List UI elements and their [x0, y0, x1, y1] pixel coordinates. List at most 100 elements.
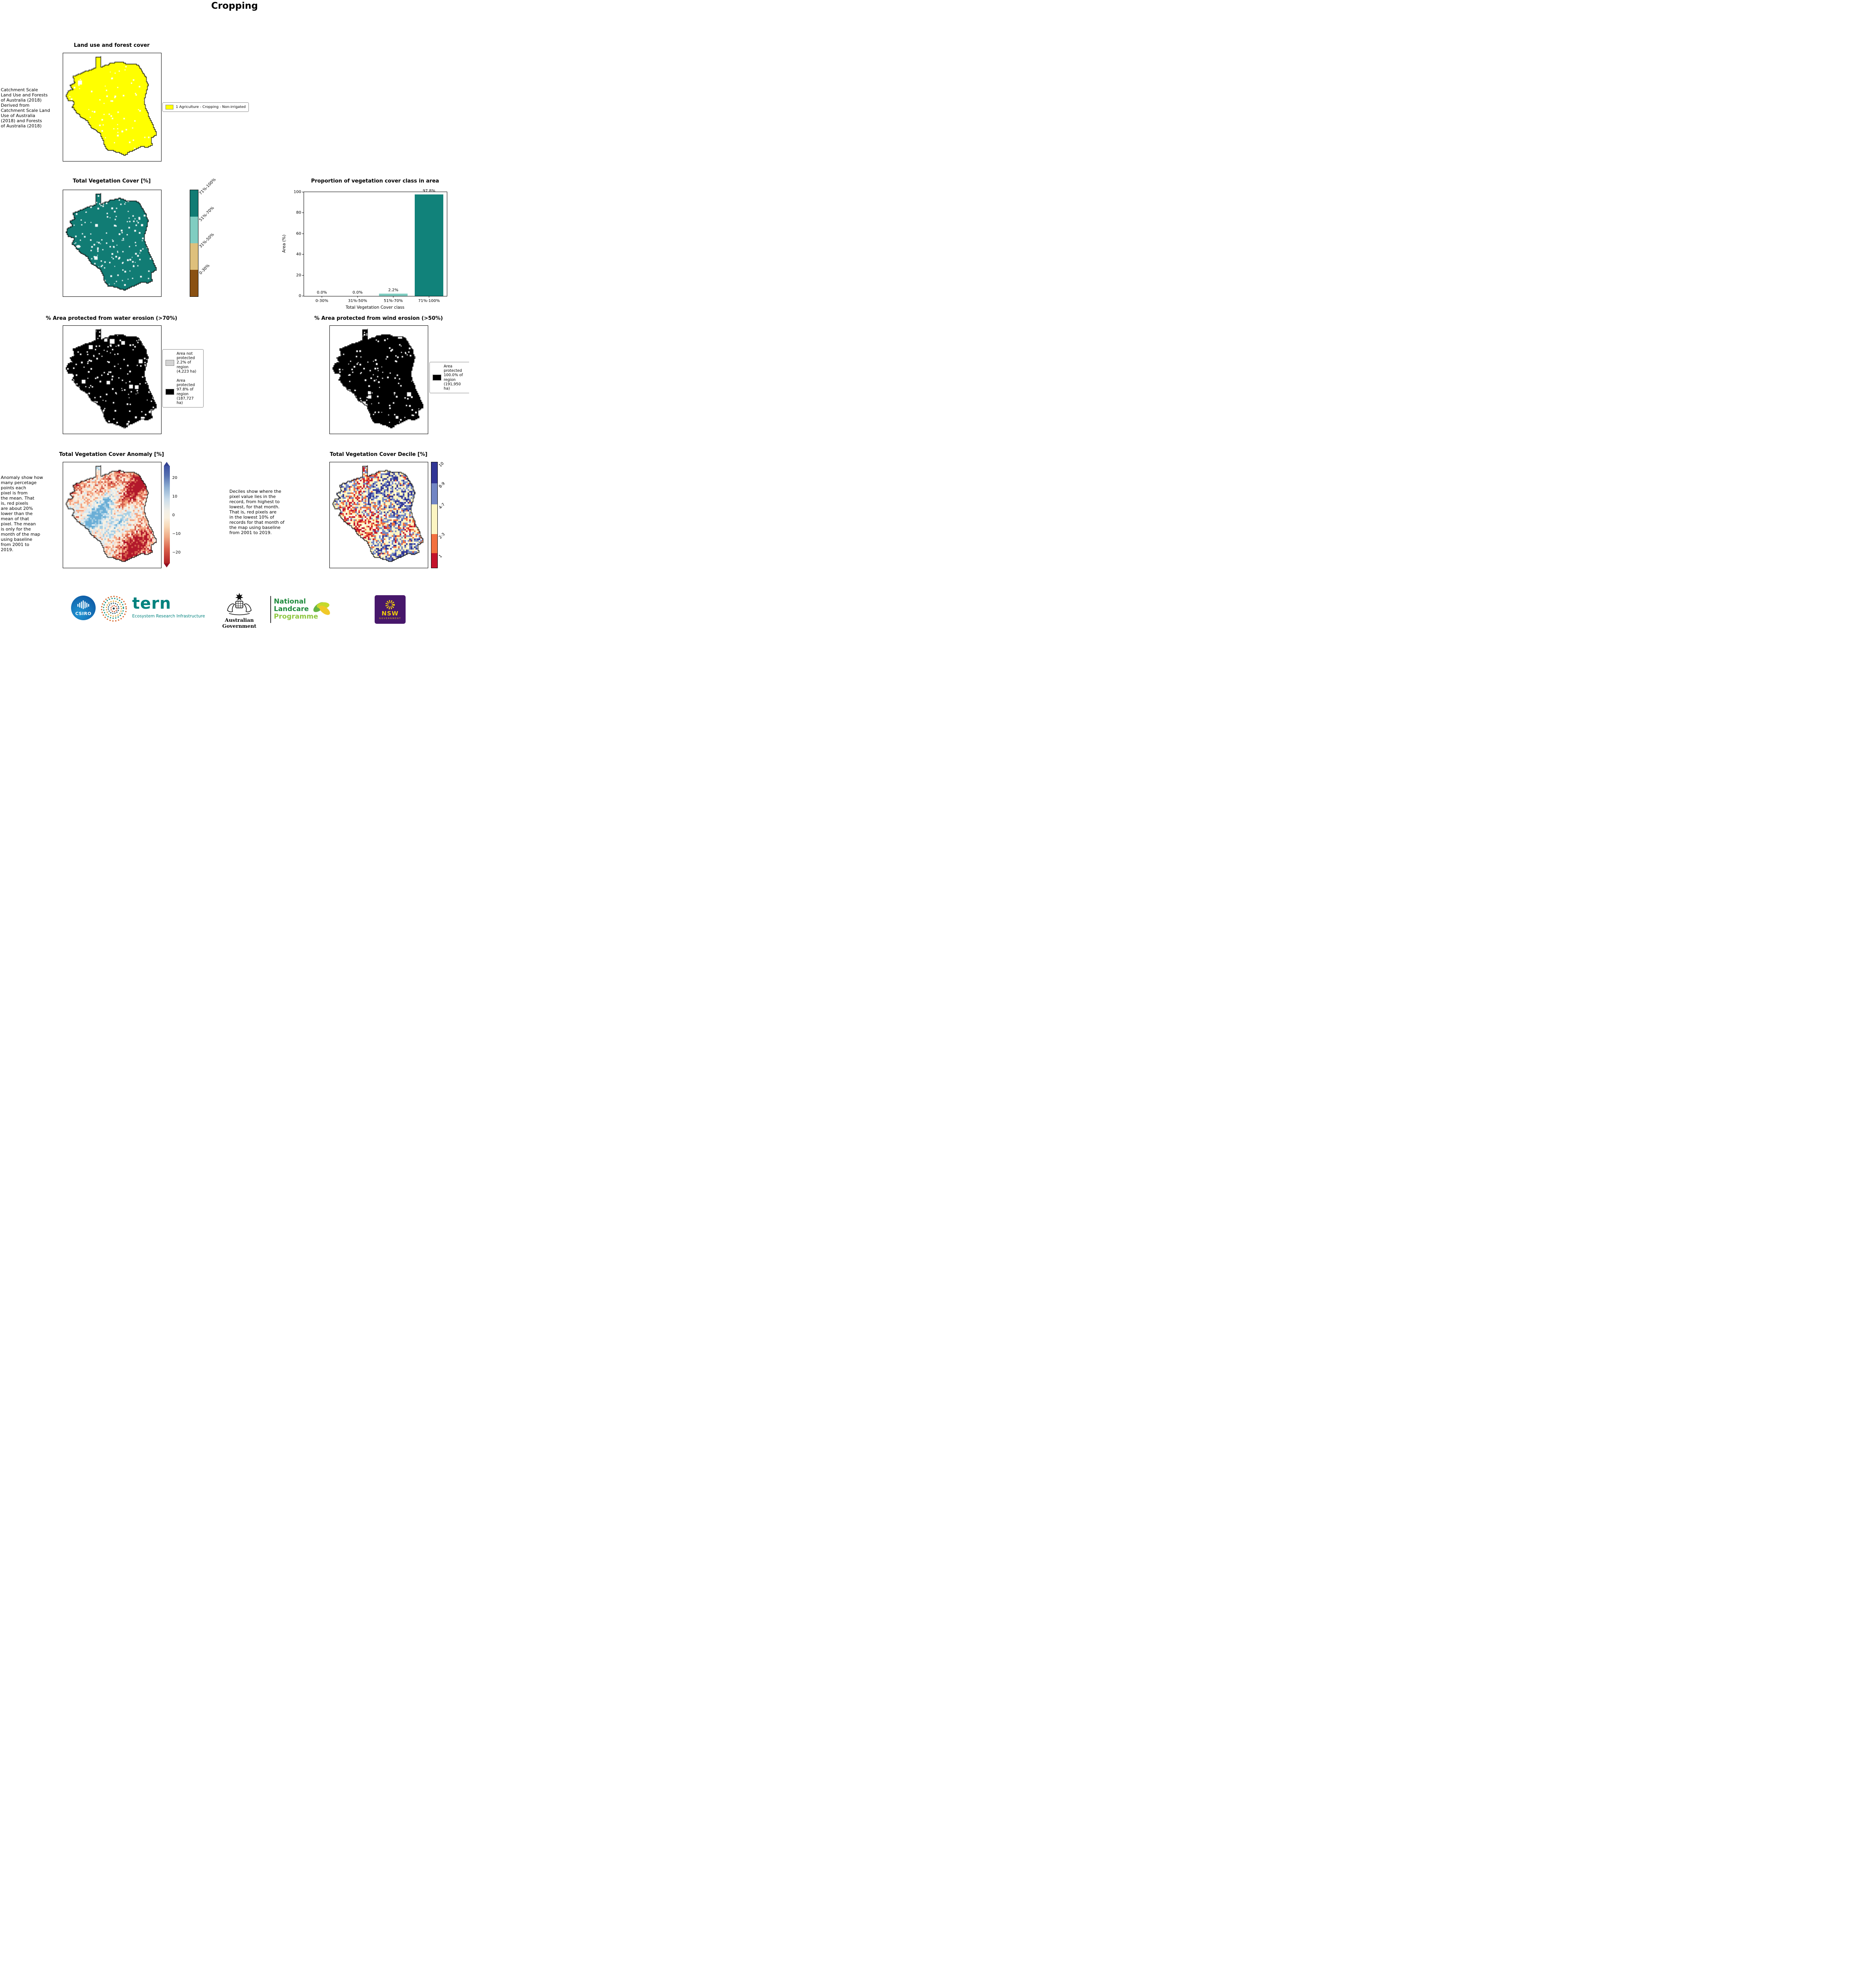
colorbar-segment	[431, 553, 437, 568]
legend-entry: 1 Agriculture - Cropping - Non-irrigated	[165, 105, 246, 110]
x-tick-label: 0-30%	[315, 299, 329, 303]
landuse-note: Catchment Scale Land Use and Forests of …	[1, 87, 50, 129]
x-tick-label: 31%-50%	[348, 299, 368, 303]
vegcover-map-frame	[63, 190, 162, 297]
australian-government-logo: Australian Government	[210, 593, 269, 629]
colorbar-label: 2-3	[438, 532, 446, 540]
anomaly-colorbar-bottom-arrow	[164, 563, 169, 567]
y-tick-mark	[302, 254, 304, 255]
bar	[415, 194, 443, 296]
decile-colorbar	[431, 462, 438, 568]
national-landcare-logo: National Landcare Programme	[274, 598, 318, 621]
tern-subtitle: Ecosystem Research Infrastructure	[132, 614, 205, 619]
y-tick-label: 40	[296, 252, 301, 257]
landcare-word-1: National	[274, 598, 306, 606]
tern-wordmark: tern	[132, 594, 171, 613]
legend-label: Area protected 97.8% of region (187,727 …	[177, 379, 195, 406]
anomaly-colorbar-tick: 0	[172, 513, 175, 517]
vegcover-map	[63, 190, 161, 296]
chart-title: Proportion of vegetation cover class in …	[311, 178, 439, 184]
y-tick-label: 60	[296, 231, 301, 236]
legend-label: 1 Agriculture - Cropping - Non-irrigated	[176, 105, 246, 109]
colorbar-segment	[431, 462, 437, 484]
anomaly-map-frame	[63, 462, 162, 568]
bar-chart-plot: 0 20 40 60 80 100 0.0% 0-30% 0.0% 31%-50% 2.2% 51%-…	[294, 188, 447, 303]
decile-note: Deciles show where the pixel value lies …	[229, 489, 285, 535]
landcare-word-2: Landcare	[274, 605, 309, 613]
x-tick-label: 71%-100%	[418, 299, 440, 303]
water-map-frame	[63, 325, 162, 434]
x-tick-label: 51%-70%	[383, 299, 403, 303]
anomaly-colorbar-top-arrow	[164, 462, 169, 466]
wind-legend: Area protected 100.0% of region (191,950…	[429, 362, 469, 394]
wind-map-frame	[329, 325, 428, 434]
csiro-logo: CSIRO	[71, 595, 96, 621]
colorbar-label: 10	[438, 461, 445, 468]
tern-logo: tern Ecosystem Research Infrastructure	[132, 596, 205, 619]
y-tick-label: 100	[293, 190, 301, 194]
bar	[379, 294, 408, 296]
nsw-government-logo: NSW GOVERNMENT	[375, 595, 406, 624]
anomaly-title: Total Vegetation Cover Anomaly [%]	[59, 452, 164, 458]
vegcover-title: Total Vegetation Cover [%]	[73, 178, 151, 184]
chart-xlabel: Total Vegetation Cover class	[346, 305, 404, 310]
bar-value-label: 97.8%	[423, 188, 435, 193]
y-tick-mark	[302, 233, 304, 234]
anomaly-colorbar-ticks: 20 10 0 −10 −20	[172, 462, 188, 567]
decile-map-frame	[329, 462, 428, 568]
legend-swatch	[165, 360, 174, 366]
colorbar-segment	[190, 243, 198, 270]
legend-label: Area not protected 2.2% of region (4,223…	[177, 352, 196, 374]
landuse-title: Land use and forest cover	[74, 42, 150, 48]
colorbar-label: 1	[438, 554, 443, 559]
legend-swatch	[165, 105, 173, 110]
coat-of-arms-icon	[227, 593, 252, 615]
bar-value-label: 0.0%	[317, 290, 327, 295]
legend-entry: Area not protected 2.2% of region (4,223…	[165, 352, 200, 374]
landcare-leaves-icon	[310, 596, 334, 622]
legend-swatch	[433, 375, 441, 381]
colorbar-label: 51%-70%	[198, 206, 215, 223]
footer-divider	[270, 596, 271, 623]
anomaly-colorbar-gradient	[164, 466, 170, 563]
colorbar-segment	[190, 190, 198, 217]
anomaly-note: Anomaly show how many percetage points e…	[1, 475, 43, 552]
landuse-legend: 1 Agriculture - Cropping - Non-irrigated	[162, 102, 249, 112]
report-page: Cropping Land use and forest cover Catch…	[0, 0, 469, 633]
decile-title: Total Vegetation Cover Decile [%]	[330, 452, 427, 458]
landuse-map-frame	[63, 53, 162, 161]
page-title: Cropping	[211, 1, 258, 11]
wind-title: % Area protected from wind erosion (>50%…	[314, 315, 443, 321]
waratah-icon	[385, 600, 395, 610]
legend-label: Area protected 100.0% of region (191,950…	[444, 364, 463, 391]
anomaly-colorbar	[164, 462, 170, 567]
csiro-wordmark: CSIRO	[75, 611, 92, 616]
water-legend: Area not protected 2.2% of region (4,223…	[162, 349, 204, 408]
water-title: % Area protected from water erosion (>70…	[46, 315, 177, 321]
colorbar-segment	[190, 270, 198, 296]
y-tick-label: 0	[298, 294, 301, 298]
anomaly-colorbar-tick: −20	[172, 550, 181, 555]
csiro-icon	[71, 596, 96, 620]
wind-map	[330, 326, 428, 434]
colorbar-label: 71%-100%	[198, 177, 217, 196]
decile-map	[330, 462, 428, 568]
aboriginal-dot-art-icon	[99, 594, 130, 625]
bar-value-label: 0.0%	[352, 290, 363, 295]
colorbar-label: 8-9	[438, 481, 446, 489]
nsw-government-label: GOVERNMENT	[379, 617, 401, 620]
colorbar-label: 4-7	[438, 502, 446, 510]
bar-value-label: 2.2%	[388, 288, 398, 293]
anomaly-map	[63, 462, 161, 568]
y-tick-label: 80	[296, 210, 301, 215]
x-tick-mark	[393, 296, 394, 298]
legend-entry: Area protected 100.0% of region (191,950…	[433, 364, 468, 391]
colorbar-label: 31%-50%	[198, 232, 215, 249]
australian-government-wordmark: Australian Government	[222, 617, 256, 629]
y-tick-label: 20	[296, 273, 301, 278]
legend-swatch	[165, 389, 174, 395]
colorbar-segment	[190, 217, 198, 243]
colorbar-label: 0-30%	[198, 263, 211, 276]
colorbar-segment	[431, 483, 437, 505]
vegcover-colorbar	[190, 190, 198, 297]
